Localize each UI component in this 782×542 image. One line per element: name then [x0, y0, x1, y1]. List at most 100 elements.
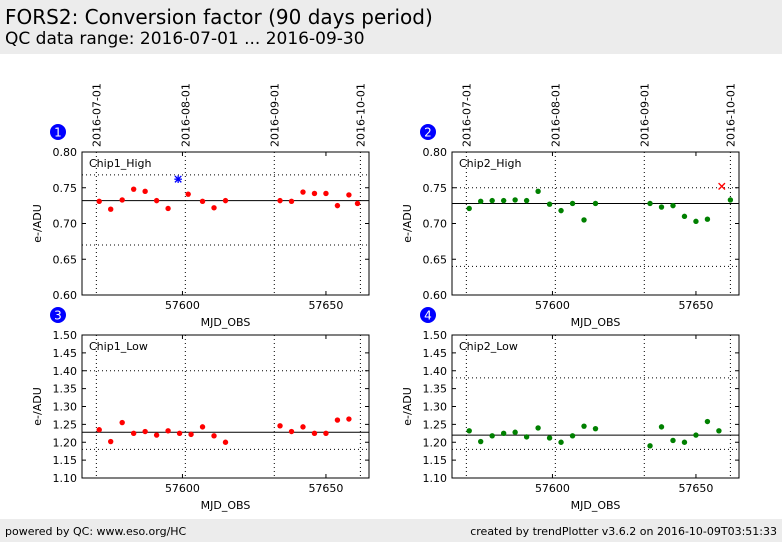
- data-point: [512, 429, 518, 435]
- data-point: [311, 430, 318, 437]
- x-tick-label: 57650: [678, 482, 713, 495]
- footer-created-by: created by trendPlotter v3.6.2 on 2016-1…: [470, 525, 777, 538]
- data-point: [466, 205, 472, 212]
- y-tick-label: 1.45: [423, 347, 448, 360]
- y-tick-label: 1.45: [53, 347, 78, 360]
- chart-panel-3: 3 1.10 1.15 1.20 1.25 1.30 1.35 1.40 1.45 1.50 576…: [31, 307, 370, 512]
- data-point: [558, 207, 564, 214]
- y-tick-label: 0.65: [423, 253, 448, 266]
- data-point: [334, 417, 341, 423]
- data-point: [581, 217, 587, 223]
- data-point: [142, 188, 148, 195]
- panel-label: Chip2_High: [459, 157, 521, 170]
- y-tick-label: 0.75: [53, 182, 78, 195]
- data-point: [354, 200, 361, 207]
- data-point: [108, 206, 114, 212]
- data-point: [222, 439, 229, 445]
- data-point: [704, 418, 711, 425]
- data-point: [489, 433, 495, 439]
- y-tick-label: 1.50: [53, 329, 78, 342]
- data-point: [346, 192, 352, 198]
- data-point: [535, 188, 541, 195]
- y-tick-label: 0.65: [53, 253, 78, 266]
- y-axis-label: e-/ADU: [31, 387, 44, 426]
- panel-badge-circle: [420, 307, 436, 323]
- outlier-point: [718, 182, 726, 190]
- data-point: [512, 197, 518, 203]
- panel-label: Chip1_High: [89, 157, 151, 170]
- panel-badge-number: 4: [424, 309, 432, 323]
- panel-badge-number: 3: [54, 309, 62, 323]
- data-point: [199, 424, 206, 430]
- date-tick-label: 2016-10-01: [724, 83, 737, 147]
- data-point: [670, 437, 676, 444]
- x-tick-label: 57600: [535, 482, 570, 495]
- data-point: [693, 218, 699, 225]
- y-tick-label: 0.80: [53, 146, 78, 159]
- data-point: [119, 419, 125, 426]
- x-tick-label: 57600: [165, 482, 200, 495]
- data-point: [592, 425, 599, 432]
- data-point: [96, 427, 102, 433]
- data-point: [119, 197, 125, 203]
- data-point: [300, 424, 306, 430]
- data-point: [153, 432, 160, 438]
- data-point: [153, 197, 160, 204]
- y-tick-label: 0.75: [423, 182, 448, 195]
- data-point: [704, 216, 711, 222]
- panel-badge-circle: [420, 124, 436, 140]
- data-point: [681, 439, 688, 445]
- page-title: FORS2: Conversion factor (90 days period…: [5, 5, 433, 29]
- y-axis-label: e-/ADU: [401, 387, 414, 426]
- data-point: [165, 205, 171, 212]
- data-point: [288, 428, 295, 435]
- outlier-point: [174, 175, 182, 183]
- x-tick-label: 57650: [308, 482, 343, 495]
- data-point: [323, 190, 329, 197]
- y-tick-label: 1.25: [53, 418, 78, 431]
- data-point: [130, 430, 137, 437]
- data-point: [658, 424, 665, 430]
- x-tick-label: 57600: [165, 299, 200, 312]
- plot-frame: [81, 151, 370, 296]
- data-point: [592, 200, 599, 207]
- data-point: [716, 428, 722, 434]
- y-axis-label: e-/ADU: [31, 204, 44, 243]
- data-point: [523, 434, 530, 440]
- panel-label: Chip2_Low: [459, 340, 518, 353]
- data-point: [176, 430, 183, 437]
- y-tick-label: 0.70: [53, 218, 78, 231]
- date-tick-label: 2016-09-01: [268, 83, 281, 147]
- plot-frame: [81, 334, 370, 479]
- data-point: [346, 416, 352, 422]
- y-tick-label: 1.10: [423, 472, 448, 485]
- data-point: [489, 197, 495, 204]
- data-point: [523, 197, 530, 204]
- data-point: [647, 443, 653, 449]
- data-point: [478, 198, 484, 205]
- data-point: [500, 430, 507, 437]
- y-tick-label: 0.80: [423, 146, 448, 159]
- date-tick-label: 2016-08-01: [179, 83, 192, 147]
- y-tick-label: 0.60: [53, 289, 78, 302]
- data-point: [569, 433, 576, 439]
- data-point: [466, 428, 472, 434]
- panel-badge-number: 1: [54, 126, 62, 140]
- data-point: [581, 423, 587, 429]
- y-tick-label: 1.30: [423, 401, 448, 414]
- y-tick-label: 1.40: [423, 365, 448, 378]
- data-point: [288, 198, 295, 205]
- data-point: [546, 201, 553, 207]
- y-tick-label: 1.25: [423, 418, 448, 431]
- data-point: [211, 205, 217, 211]
- data-point: [165, 428, 171, 434]
- page-subtitle: QC data range: 2016-07-01 ... 2016-09-30: [5, 29, 365, 49]
- data-point: [211, 433, 217, 439]
- y-tick-label: 1.30: [53, 401, 78, 414]
- data-point: [96, 198, 102, 205]
- data-point: [334, 202, 341, 209]
- date-tick-label: 2016-07-01: [460, 83, 473, 147]
- y-tick-label: 1.35: [423, 383, 448, 396]
- data-point: [546, 435, 553, 441]
